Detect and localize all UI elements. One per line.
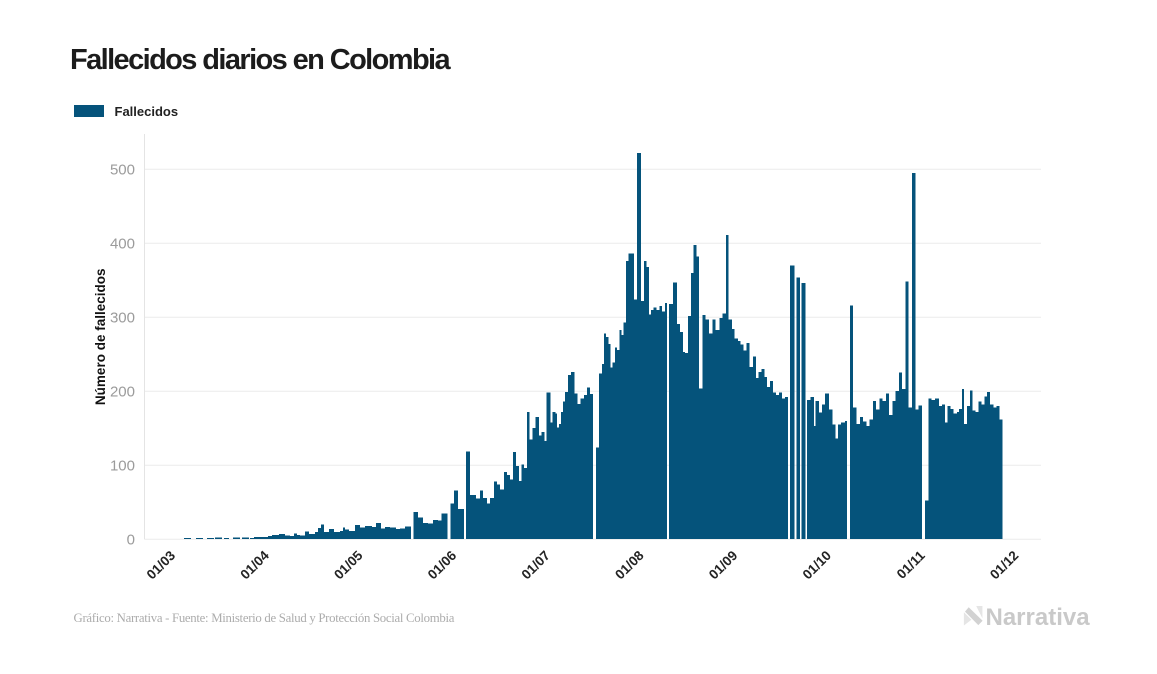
- svg-text:400: 400: [110, 236, 135, 253]
- svg-text:200: 200: [110, 383, 135, 400]
- svg-text:500: 500: [110, 162, 135, 179]
- svg-text:Número de fallecidos: Número de fallecidos: [93, 269, 108, 406]
- svg-text:Fallecidos diarios en Colombia: Fallecidos diarios en Colombia: [70, 44, 452, 76]
- svg-text:Narrativa: Narrativa: [986, 604, 1091, 631]
- svg-text:100: 100: [110, 457, 135, 474]
- svg-text:Fallecidos: Fallecidos: [115, 104, 179, 119]
- svg-text:Gráfico: Narrativa - Fuente: M: Gráfico: Narrativa - Fuente: Ministerio …: [74, 611, 455, 625]
- svg-text:0: 0: [127, 531, 135, 548]
- svg-text:300: 300: [110, 310, 135, 327]
